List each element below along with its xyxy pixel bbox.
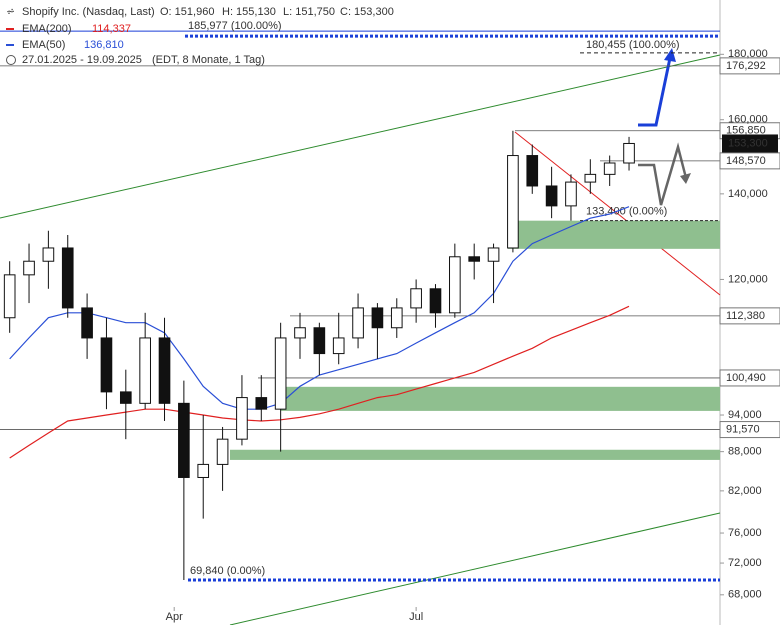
candle-body [81, 307, 93, 339]
legend-close: C: 153,300 [340, 6, 394, 18]
candle-body [255, 397, 268, 410]
candle-body [371, 307, 384, 329]
level-label: 91,570 [726, 423, 760, 435]
legend-icon: ⩫ [6, 6, 15, 18]
level-label: 100,490 [726, 372, 766, 384]
clock-icon [6, 55, 16, 65]
level-label-box [719, 152, 780, 170]
support-zone [281, 386, 720, 411]
y-tick-label: 180,000 [728, 48, 768, 60]
fib-label: 69,840 (0.00%) [190, 565, 265, 577]
level-label: 176,292 [726, 60, 766, 72]
fib-label: 180,455 (100.00%) [586, 39, 680, 51]
scenario-arrow [638, 142, 688, 206]
ema-line [9, 305, 630, 459]
candle-body [294, 327, 306, 339]
y-tick-label: 76,000 [728, 527, 762, 539]
legend-title: Shopify Inc. (Nasdaq, Last) [22, 6, 155, 18]
candle-body [449, 256, 461, 314]
candle-body [100, 337, 113, 393]
level-label-box [719, 307, 780, 325]
candle-body [236, 397, 248, 440]
candle-body [468, 256, 481, 262]
y-tick-label: 140,000 [728, 188, 768, 200]
projection-arrow [638, 57, 672, 127]
arrow-head [664, 48, 676, 62]
y-tick-label: 200,000 [728, 0, 768, 2]
legend-low: L: 151,750 [283, 6, 335, 18]
candle-body [526, 155, 539, 187]
current-price-label: 153,300 [728, 137, 768, 149]
legend-period: 27.01.2025 - 19.09.2025 [22, 54, 142, 66]
level-label-box [719, 369, 780, 387]
support-zone [508, 220, 720, 249]
legend-period-note: (EDT, 8 Monate, 1 Tag) [152, 54, 265, 66]
candle-body [507, 155, 519, 249]
candle-body [139, 337, 151, 404]
candle-body [197, 463, 210, 478]
y-tick-label: 72,000 [728, 557, 762, 569]
candle-body [390, 307, 403, 329]
current-price-box [722, 134, 778, 153]
y-tick-label: 68,000 [728, 589, 762, 601]
candle-body [23, 260, 35, 276]
x-tick-label: Jul [409, 611, 423, 623]
legend-ema200-value: 114,337 [92, 23, 131, 35]
legend-ema50: EMA(50) [22, 39, 65, 51]
legend-ema200: EMA(200) [22, 23, 72, 35]
level-label: 156,850 [726, 125, 766, 137]
candle-body [565, 181, 577, 207]
level-label-box [719, 57, 780, 75]
candle-body [603, 162, 616, 175]
candle-body [584, 173, 597, 183]
arrow-head [680, 173, 691, 184]
y-tick-label: 82,000 [728, 485, 762, 497]
legend-ema50-value: 136,810 [84, 39, 124, 51]
level-label: 112,380 [726, 310, 765, 322]
level-label: 148,570 [726, 155, 766, 167]
candle-body [623, 142, 635, 164]
trend-line [514, 131, 721, 296]
y-tick-label: 120,000 [728, 273, 768, 285]
candle-body [178, 402, 190, 478]
fib-label: 185,977 (100.00%) [188, 20, 282, 32]
x-tick-label: Apr [166, 611, 183, 623]
candle-body [119, 391, 132, 404]
candle-body [352, 307, 364, 339]
candle-body [332, 337, 345, 355]
y-tick-label: 94,000 [728, 409, 762, 421]
candle-body [545, 185, 558, 207]
candle-body [429, 288, 442, 314]
candle-body [61, 247, 74, 309]
support-zone [230, 449, 720, 460]
channel-upper [0, 54, 721, 219]
candle-body [158, 337, 171, 404]
legend-open: O: 151,960 [160, 6, 214, 18]
candle-body [410, 288, 422, 309]
candle-body [216, 438, 229, 465]
candle-body [313, 327, 326, 355]
candle-body [274, 337, 287, 410]
legend-high: H: 155,130 [222, 6, 276, 18]
candle-body [42, 247, 55, 262]
level-label-box [719, 421, 780, 439]
candle-body [3, 274, 16, 319]
y-tick-label: 88,000 [728, 446, 762, 458]
y-tick-label: 160,000 [728, 114, 768, 126]
channel-lower [229, 512, 721, 625]
candle-body [487, 247, 500, 262]
legend: ⩫ Shopify Inc. (Nasdaq, Last) O: 151,960… [6, 6, 394, 66]
